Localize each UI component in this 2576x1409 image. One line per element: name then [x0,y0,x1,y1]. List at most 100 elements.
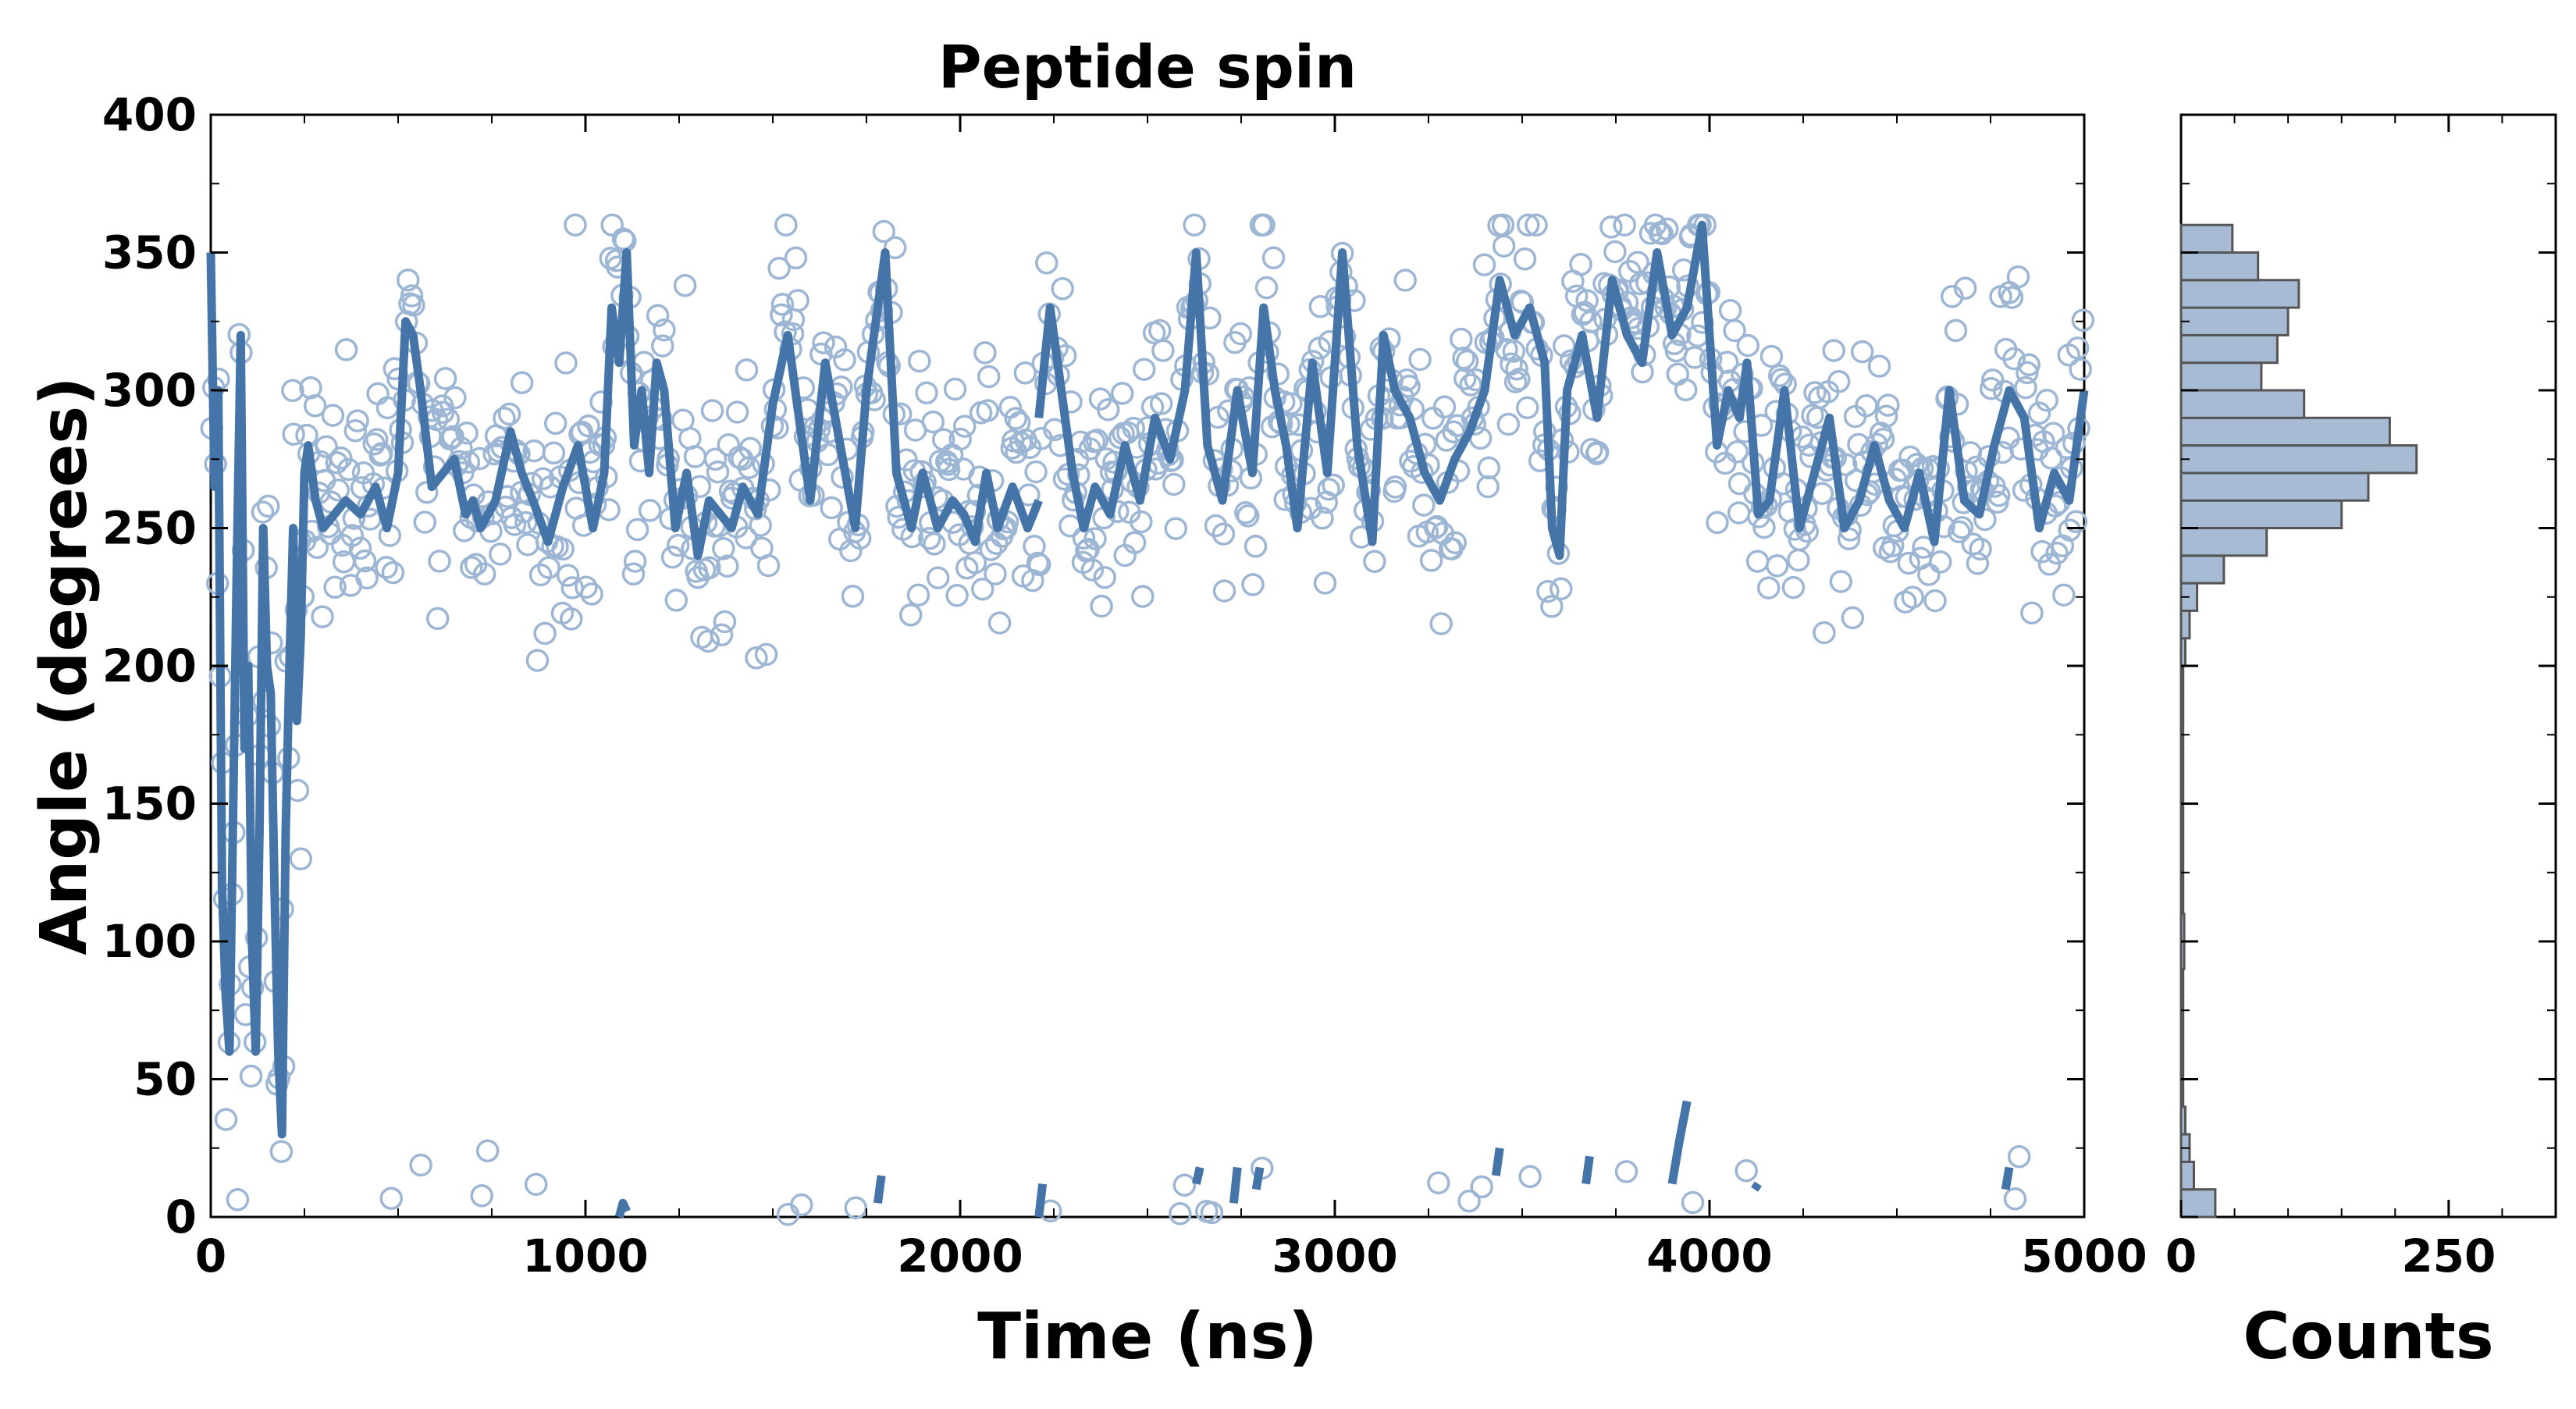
raw-angle-point [918,527,941,550]
raw-angle-point [1966,552,1990,575]
raw-angle-point [625,518,649,542]
raw-angle-point [1736,333,1760,358]
x-tick-label: 2000 [897,1229,1023,1283]
histogram-bar [2179,830,2185,860]
raw-angle-point [1252,213,1276,237]
smoothed-angle-line [1491,1147,1504,1176]
x-tick-label: 3000 [1272,1229,1397,1283]
raw-angle-point [1470,1175,1493,1199]
y-tick-label: 150 [102,777,197,831]
raw-angle-point [660,546,685,569]
raw-angle-point [443,386,467,410]
raw-angle-point [256,494,280,518]
raw-angle-point [1212,579,1236,603]
raw-angle-point [1408,347,1432,372]
raw-angle-point [2052,583,2076,607]
smoothed-angle-line [1192,1166,1204,1185]
y-tick-label: 250 [102,502,197,555]
raw-angle-point [1244,535,1268,558]
raw-angle-point [1477,456,1501,480]
raw-angle-point [2030,539,2054,564]
raw-angle-point [1898,445,1922,469]
raw-angle-point [1603,240,1627,264]
histogram-bar [2179,774,2185,806]
raw-angle-point [1131,585,1155,608]
raw-angle-point [646,304,670,328]
raw-angle-point [1614,1160,1638,1183]
raw-angle-point [1503,370,1528,393]
histogram-bar [2179,802,2185,833]
raw-angle-point [623,550,647,573]
raw-angle-point [1130,510,1153,534]
raw-angle-point [844,1196,868,1219]
histogram-bar [2179,637,2186,667]
chart-title: Peptide spin [938,32,1357,101]
raw-angle-point [1575,289,1599,312]
raw-angle-point [673,273,697,297]
y-tick-label: 0 [165,1190,197,1244]
main-plot-panel: 0 1000 2000 3000 4000 5000 0 50 100 150 200 250 300… [102,88,2147,1283]
raw-angle-point [326,479,350,502]
raw-angle-point [2007,1144,2031,1169]
raw-angle-point [706,460,730,484]
raw-angle-point [1781,575,1806,600]
raw-angle-point [497,402,521,426]
raw-angle-point [415,480,439,504]
histogram-bar [2179,1050,2185,1080]
raw-angle-point [812,331,835,354]
raw-angle-point [323,575,347,600]
raw-angle-point [1090,594,1113,618]
raw-angle-point [1432,395,1457,419]
raw-angle-point [1313,571,1337,595]
raw-angle-point [425,607,450,631]
raw-angle-point [1093,565,1116,589]
main-plot-frame [209,113,2086,1219]
raw-angle-point [1412,493,1436,517]
raw-angle-point [1759,344,1784,368]
raw-angle-point [963,551,987,575]
raw-angle-point [784,246,808,270]
raw-angle-point [1383,475,1407,499]
raw-angle-point [355,566,379,590]
histogram-bar [2179,333,2279,365]
raw-angle-point [745,646,768,670]
y-tick-label: 400 [102,88,197,141]
raw-angle-point [1765,554,1789,578]
raw-angle-point [289,847,313,871]
raw-angle-point [325,450,349,475]
raw-angle-point [1427,1171,1450,1195]
raw-angle-point [1051,277,1074,301]
smoothed-angle-line [1229,1166,1242,1204]
raw-angle-point [1311,507,1334,530]
raw-angle-point [1874,404,1898,429]
raw-angle-point [1912,535,1935,559]
raw-angle-point [1950,516,1974,539]
raw-angle-point [770,303,793,327]
raw-angle-point [735,526,758,550]
raw-angle-point [937,457,961,482]
raw-angle-point [770,293,795,316]
raw-angle-point [460,556,483,579]
histogram-bar [2179,223,2234,254]
raw-angle-point [1827,370,1851,393]
raw-angle-point [2069,358,2092,381]
raw-angle-point [370,442,393,465]
raw-angle-point [664,589,688,612]
raw-angle-point [1917,563,1941,586]
raw-angle-point [329,447,353,470]
raw-angle-point [1871,427,1895,451]
y-axis-label: Angle (degrees) [27,376,101,955]
histogram-bar [2179,1023,2185,1053]
raw-angle-point [1723,318,1746,343]
x-tick-label: 4000 [1646,1229,1772,1283]
raw-angle-point [621,562,646,586]
raw-angle-point [577,414,600,438]
raw-angle-point [1085,429,1109,452]
raw-angle-point [976,399,999,422]
histogram-bar [2179,416,2391,447]
raw-angle-point [543,411,568,436]
raw-angle-point [710,623,734,647]
raw-angle-point [1550,577,1573,601]
raw-angle-point [334,338,358,361]
raw-angle-point [251,500,275,524]
